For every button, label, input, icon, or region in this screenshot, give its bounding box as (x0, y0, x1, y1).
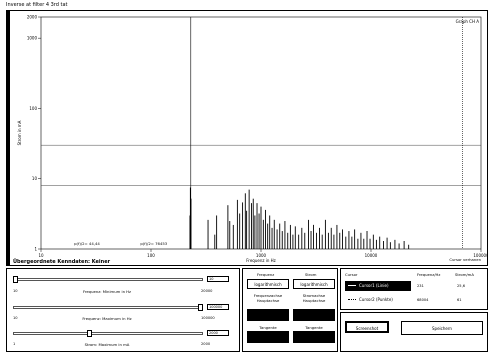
plot-bottom-title: Übergeordnete Kenndaten: Keiner (13, 258, 111, 265)
strom-max-value[interactable]: 2000 (207, 330, 229, 336)
screenshot-button[interactable]: Screenshot (345, 321, 389, 333)
y-tick-label: 2000 (27, 15, 38, 20)
freq-scale-button[interactable]: logarithmisch (247, 279, 289, 289)
strom-fill-header: Stromachse Hauptachse (302, 293, 326, 303)
freq-col-header: Frequenz/Hz (417, 272, 441, 277)
y-tick-label: 1000 (27, 36, 38, 41)
freq-max-track[interactable] (13, 306, 203, 309)
x-tick-label: 1000 (256, 253, 267, 258)
save-button[interactable]: Speichern (401, 321, 483, 335)
legend-label: Graph CH A (456, 19, 480, 24)
cursor-panel: Cursor Frequenz/Hz Strom/mA Cursor1 (Lin… (340, 268, 488, 310)
x-tick-label: 100 (147, 253, 155, 258)
freq-min-value[interactable]: 10 (207, 276, 229, 282)
x-tick-label: 10 (38, 253, 44, 258)
strom-tangent-label: Tangente (305, 325, 323, 330)
strom-axis-header: Strom (305, 272, 317, 277)
cursor-col-header: Cursor (345, 272, 358, 277)
axis-settings-panel: Frequenz Strom logarithmisch logarithmis… (242, 268, 338, 352)
cursor2-freq: 68004 (417, 298, 429, 302)
x-tick-label: 100000 (473, 253, 487, 258)
annotation-right: p(f)/2= 76453 (140, 241, 167, 246)
y-tick-label: 1 (34, 247, 37, 252)
cursor1-row[interactable]: Cursor1 (Linie) (345, 281, 411, 291)
freq-max-thumb[interactable] (198, 304, 203, 311)
strom-col-header: Strom/mA (455, 272, 474, 277)
cursor2-dots-icon (348, 299, 356, 300)
freq-tangent-button[interactable] (247, 331, 289, 343)
spectrum-chart[interactable]: 2000100010010110100100010000100000Graph … (7, 11, 487, 266)
window-title: Inverse at filter 4 3rd tat (6, 2, 68, 8)
y-tick-label: 100 (29, 106, 37, 111)
cursor-status-label: Cursor verhanen (449, 257, 481, 262)
freq-max-range-start: 10 (13, 316, 18, 320)
cursor1-strom: 25,6 (457, 284, 466, 288)
freq-min-range-start: 10 (13, 289, 18, 293)
freq-min-thumb[interactable] (13, 276, 18, 283)
annotation-left: p(f)/2= 44,44 (74, 241, 100, 246)
strom-max-track[interactable] (13, 332, 203, 335)
freq-axis-header: Frequenz (257, 272, 275, 277)
plot-area[interactable]: 2000100010010110100100010000100000Graph … (6, 10, 488, 266)
x-axis-label: Frequenz in Hz (246, 258, 276, 263)
freq-max-value[interactable]: 100000 (207, 304, 229, 310)
cursor2-strom: 61 (457, 298, 462, 302)
cursor1-name: Cursor1 (Linie) (359, 283, 389, 288)
range-slider-panel: 10 Frequenz: Minimum in Hz 10 20000 1000… (6, 268, 240, 352)
x-tick-label: 10000 (365, 253, 378, 258)
cursor1-line-icon (348, 285, 356, 286)
y-axis-label: Strom in mA (17, 120, 22, 145)
action-panel: Screenshot Speichern (340, 312, 488, 352)
strom-tangent-button[interactable] (293, 331, 335, 343)
cursor2-name: Cursor2 (Punkte) (359, 297, 393, 302)
cursor2-row[interactable]: Cursor2 (Punkte) (345, 295, 411, 305)
plot-left-border (6, 10, 10, 266)
freq-min-range-end: 20000 (201, 289, 213, 293)
strom-max-label: Strom: Maximum in mA (84, 342, 130, 347)
freq-tangent-label: Tangente (259, 325, 277, 330)
freq-min-label: Frequenz: Minimum in Hz (82, 289, 132, 294)
strom-max-range-end: 2000 (201, 342, 211, 346)
freq-max-label: Frequenz: Maximum in Hz (82, 316, 132, 321)
freq-fill-button[interactable] (247, 309, 289, 321)
freq-min-track[interactable] (13, 278, 203, 281)
freq-fill-header: Frequenzachse Hauptachse (253, 293, 283, 303)
freq-max-range-end: 100000 (201, 316, 215, 320)
strom-scale-button[interactable]: logarithmisch (293, 279, 335, 289)
y-tick-label: 10 (32, 176, 38, 181)
cursor1-freq: 231 (417, 284, 424, 288)
strom-fill-button[interactable] (293, 309, 335, 321)
strom-max-thumb[interactable] (87, 330, 92, 337)
strom-max-range-start: 1 (13, 342, 16, 346)
